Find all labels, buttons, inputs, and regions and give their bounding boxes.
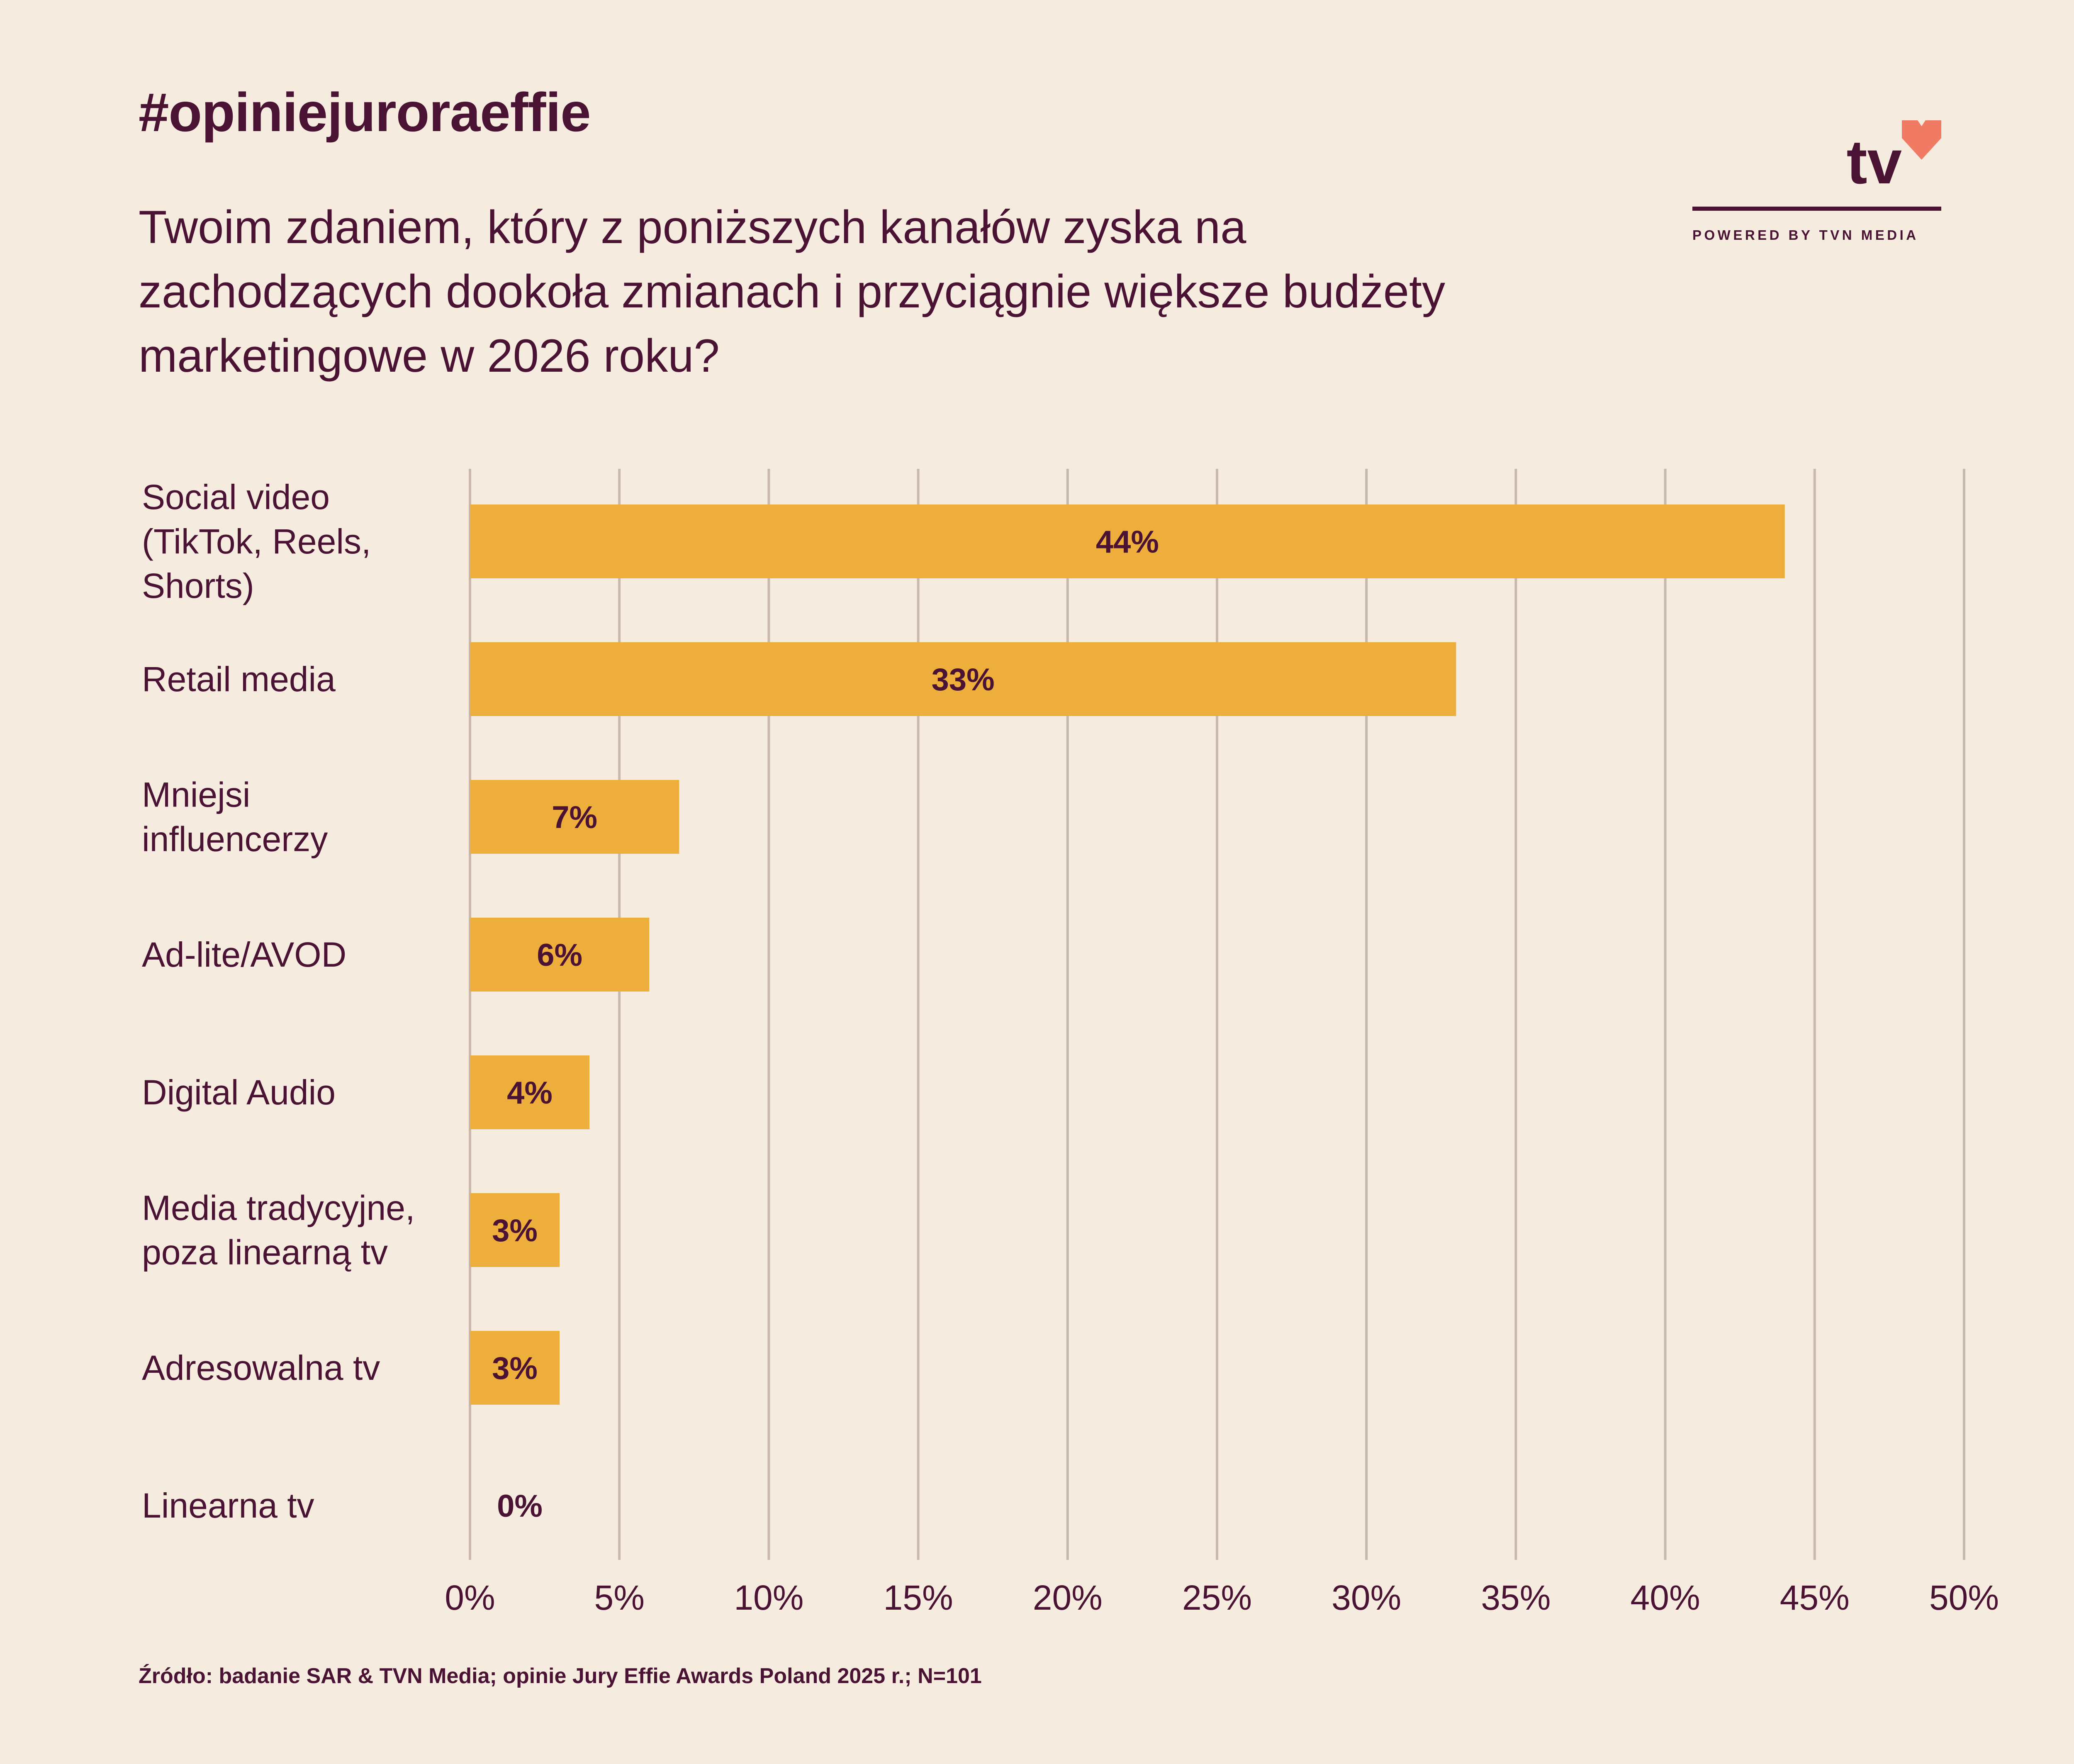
category-label: Digital Audio [142, 1073, 336, 1112]
bar [470, 918, 650, 992]
bar-value-label: 33% [932, 662, 995, 697]
x-tick-label: 30% [1332, 1578, 1401, 1617]
heart-icon [1902, 120, 1941, 160]
bar-value-label: 4% [507, 1075, 553, 1111]
bar [470, 1055, 590, 1129]
hashtag-title: #opiniejuroraeffie [139, 82, 591, 143]
logo-tagline: POWERED BY TVN MEDIA [1692, 227, 1919, 243]
category-label: Media tradycyjne, poza linearną tv [142, 1189, 415, 1272]
category-label: Social video (TikTok, Reels, Shorts) [142, 478, 371, 605]
x-tick-label: 5% [594, 1578, 644, 1617]
bar [470, 780, 679, 854]
x-tick-label: 0% [445, 1578, 495, 1617]
survey-question: Twoim zdaniem, który z poniższych kanałó… [139, 201, 1446, 382]
x-tick-label: 10% [734, 1578, 803, 1617]
bar-value-label: 0% [497, 1489, 543, 1524]
category-label: Linearna tv [142, 1486, 314, 1525]
x-tick-label: 20% [1033, 1578, 1103, 1617]
logo-divider [1692, 207, 1941, 211]
tvn-logo: tv POWERED BY TVN MEDIA [1692, 116, 1941, 249]
bar [470, 504, 1785, 578]
x-tick-label: 15% [884, 1578, 953, 1617]
bar-value-label: 6% [537, 938, 582, 973]
x-tick-label: 45% [1780, 1578, 1850, 1617]
x-tick-label: 25% [1182, 1578, 1252, 1617]
category-label: Retail media [142, 660, 336, 699]
bar-value-label: 3% [492, 1351, 538, 1386]
x-tick-label: 50% [1929, 1578, 1999, 1617]
bar [470, 1331, 560, 1405]
category-label: Ad-lite/AVOD [142, 935, 346, 974]
bar-value-label: 3% [492, 1213, 538, 1248]
category-label: Adresowalna tv [142, 1348, 380, 1387]
bar [470, 1193, 560, 1267]
x-tick-label: 40% [1631, 1578, 1700, 1617]
logo-tv-text: tv [1846, 127, 1902, 197]
bar-value-label: 7% [552, 800, 597, 835]
source-note: Źródło: badanie SAR & TVN Media; opinie … [139, 1664, 982, 1688]
x-tick-label: 35% [1481, 1578, 1551, 1617]
bar-value-label: 44% [1096, 524, 1159, 560]
bar [470, 642, 1456, 716]
category-label: Mniejsi influencerzy [142, 775, 328, 859]
